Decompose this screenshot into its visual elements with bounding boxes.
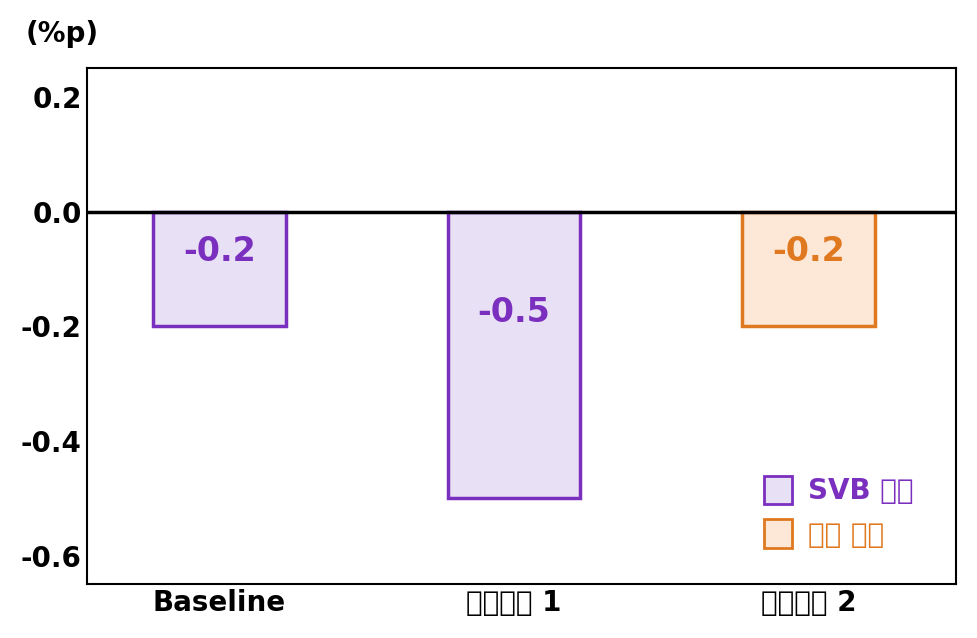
Bar — [743, 212, 875, 327]
Text: -0.2: -0.2 — [773, 235, 845, 269]
Text: -0.5: -0.5 — [478, 295, 550, 329]
Text: -0.2: -0.2 — [183, 235, 256, 269]
Text: (%p): (%p) — [25, 20, 99, 48]
Bar — [152, 212, 285, 327]
Bar — [447, 212, 580, 498]
Legend: SVB 영향, 긴축 영향: SVB 영향, 긴축 영향 — [752, 464, 925, 560]
